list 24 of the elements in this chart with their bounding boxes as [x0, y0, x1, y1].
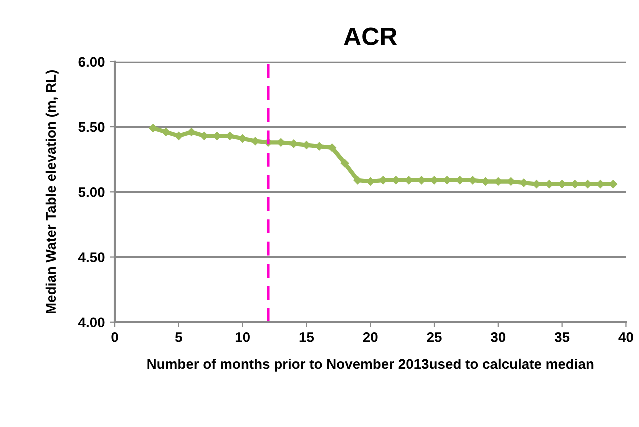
- y-tick-label: 4.00: [78, 318, 105, 328]
- x-tick-label: 5: [175, 332, 182, 342]
- y-tick-label: 4.50: [78, 252, 105, 262]
- chart-title: ACR: [344, 28, 398, 46]
- x-tick-label: 10: [236, 332, 250, 342]
- x-axis-title: Number of months prior to November 2013used to calculate median: [148, 358, 594, 372]
- x-tick-label: 0: [112, 332, 118, 342]
- point: [188, 128, 196, 136]
- x-tick-label: 35: [554, 332, 570, 342]
- x-tick-label: 40: [618, 332, 634, 342]
- x-tick-label: 20: [363, 332, 378, 342]
- y-tick-label: 6.00: [78, 57, 105, 68]
- point: [149, 124, 158, 132]
- point: [174, 132, 184, 140]
- point: [162, 128, 170, 136]
- y-tick-label: 5.50: [78, 122, 105, 132]
- point: [340, 159, 350, 168]
- y-axis-title: Median Water Table elevation (m, RL): [46, 70, 59, 314]
- point: [354, 176, 362, 185]
- x-tick-label: 25: [427, 332, 442, 342]
- x-tick-label: 15: [300, 332, 314, 342]
- x-tick-label: 30: [491, 332, 506, 342]
- point: [238, 134, 247, 143]
- y-tick-label: 5.00: [78, 187, 105, 198]
